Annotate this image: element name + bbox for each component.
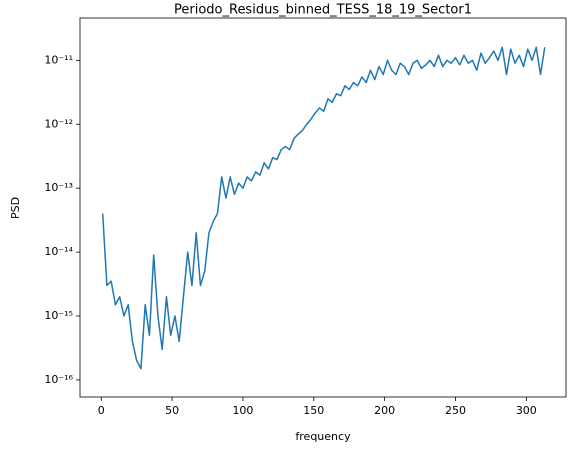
y-tick-label: 10⁻¹⁵ [44, 309, 73, 322]
plot-frame [79, 17, 567, 398]
y-tick-label: 10⁻¹³ [44, 181, 73, 194]
data-line [101, 46, 546, 370]
x-tick-label: 50 [165, 404, 179, 417]
y-tick-label: 10⁻¹¹ [44, 53, 73, 66]
x-tick-label: 0 [98, 404, 105, 417]
chart-title: Periodo_Residus_binned_TESS_18_19_Sector… [174, 3, 472, 18]
y-tick-label: 10⁻¹² [44, 117, 73, 130]
x-tick-label: 100 [232, 404, 253, 417]
x-axis-label: frequency [295, 430, 351, 443]
x-tick-label: 150 [303, 404, 324, 417]
y-tick-label: 10⁻¹⁶ [44, 373, 73, 386]
x-tick-label: 200 [374, 404, 395, 417]
y-axis-label: PSD [9, 197, 22, 219]
x-tick-label: 300 [516, 404, 537, 417]
x-tick-label: 250 [445, 404, 466, 417]
y-tick-label: 10⁻¹⁴ [44, 245, 73, 258]
